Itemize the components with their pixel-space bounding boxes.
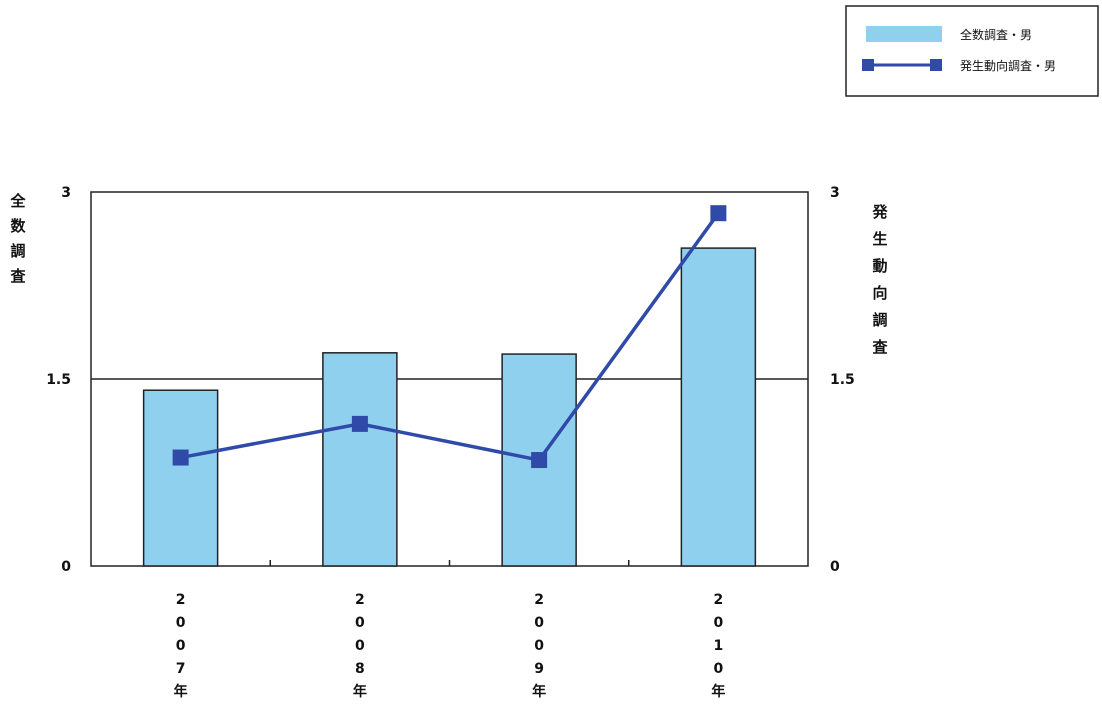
y-axis-title-left: 全数調査: [9, 192, 26, 285]
legend-label-line: 発生動向調査・男: [960, 58, 1056, 73]
line-marker: [710, 205, 727, 222]
y-tick-label-left: 3: [61, 185, 71, 201]
line-marker: [531, 452, 548, 469]
bar: [142, 389, 219, 567]
legend-label-bar: 全数調査・男: [960, 27, 1032, 42]
line-marker: [172, 449, 189, 466]
y-tick-label-right: 3: [830, 185, 840, 201]
y-tick-label-right: 1.5: [830, 372, 855, 388]
bar: [322, 352, 398, 567]
y-tick-label-left: 0: [61, 559, 71, 575]
y-tick-label-right: 0: [830, 559, 840, 575]
plot-area: 0 0 1.5 1.5 3 3 2 0 0 7 年 2 0 0 8 年 2 0 0 9 年 2 0 1 0 年 全数調査 発生動向調査: [9, 185, 888, 700]
y-axis-title-right: 発生動向調査: [871, 203, 888, 356]
line-series: [180, 212, 720, 462]
y-tick-label-left: 1.5: [46, 372, 71, 388]
legend-line-swatch: [862, 59, 942, 71]
bar: [680, 247, 757, 567]
line-marker: [351, 415, 368, 432]
legend-box: [845, 5, 1099, 97]
legend-bar-swatch: [866, 26, 942, 42]
